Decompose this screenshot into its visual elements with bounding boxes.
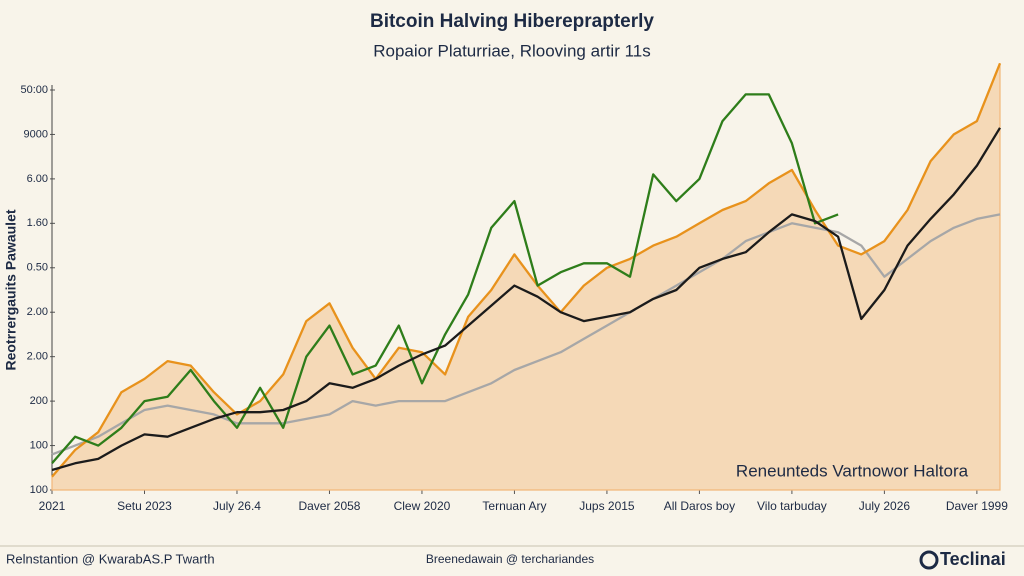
x-tick-label: July 2026 bbox=[859, 499, 911, 513]
x-tick-label: Jups 2015 bbox=[579, 499, 635, 513]
y-tick-label: 2.00 bbox=[27, 351, 48, 363]
y-axis-label: Reotrrergauits Pawaulet bbox=[3, 209, 19, 370]
brand: Teclinai bbox=[940, 549, 1006, 569]
y-tick-label: 1.60 bbox=[27, 217, 48, 229]
y-tick-label: 6.00 bbox=[27, 173, 48, 185]
x-tick-label: All Daros boy bbox=[664, 499, 735, 513]
annotation: Reneunteds Vartnowor Haltora bbox=[736, 461, 969, 480]
x-tick-label: Daver 1999 bbox=[946, 499, 1008, 513]
x-tick-label: Vilo tarbuday bbox=[757, 499, 827, 513]
line bbox=[51, 127, 1001, 472]
plot-area: 100 100 200 2.00 2.00 0.50 1.60 6.00 9000 50:00 20… bbox=[20, 62, 1008, 513]
line bbox=[51, 93, 839, 465]
footer-left: Relnstantion @ KwarabAS.P Twarth bbox=[6, 551, 215, 566]
x-tick-label: 2021 bbox=[39, 499, 66, 513]
x-tick-label: Setu 2023 bbox=[117, 499, 172, 513]
x-tick-label: July 26.4 bbox=[213, 499, 261, 513]
x-tick-label: Daver 2058 bbox=[298, 499, 360, 513]
y-tick-label: 2.00 bbox=[27, 306, 48, 318]
y-tick-label: 100 bbox=[30, 484, 48, 496]
x-tick-label: Ternuan Ary bbox=[482, 499, 546, 513]
y-tick-label: 0.50 bbox=[27, 262, 48, 274]
y-tick-label: 200 bbox=[30, 395, 48, 407]
chart-title: Bitcoin Halving Hiberерrapterly bbox=[370, 11, 654, 32]
line bbox=[51, 213, 1001, 456]
y-tick-label: 50:00 bbox=[20, 84, 48, 96]
chart-subtitle: Ropaior Platurriae, Rlooving artir 11s bbox=[373, 41, 650, 60]
y-tick-label: 9000 bbox=[24, 128, 48, 140]
y-tick-label: 100 bbox=[30, 439, 48, 451]
x-tick-label: Clew 2020 bbox=[394, 499, 451, 513]
footer-center: Breenedawain @ terchariandes bbox=[426, 552, 594, 566]
brand-icon bbox=[919, 550, 939, 570]
